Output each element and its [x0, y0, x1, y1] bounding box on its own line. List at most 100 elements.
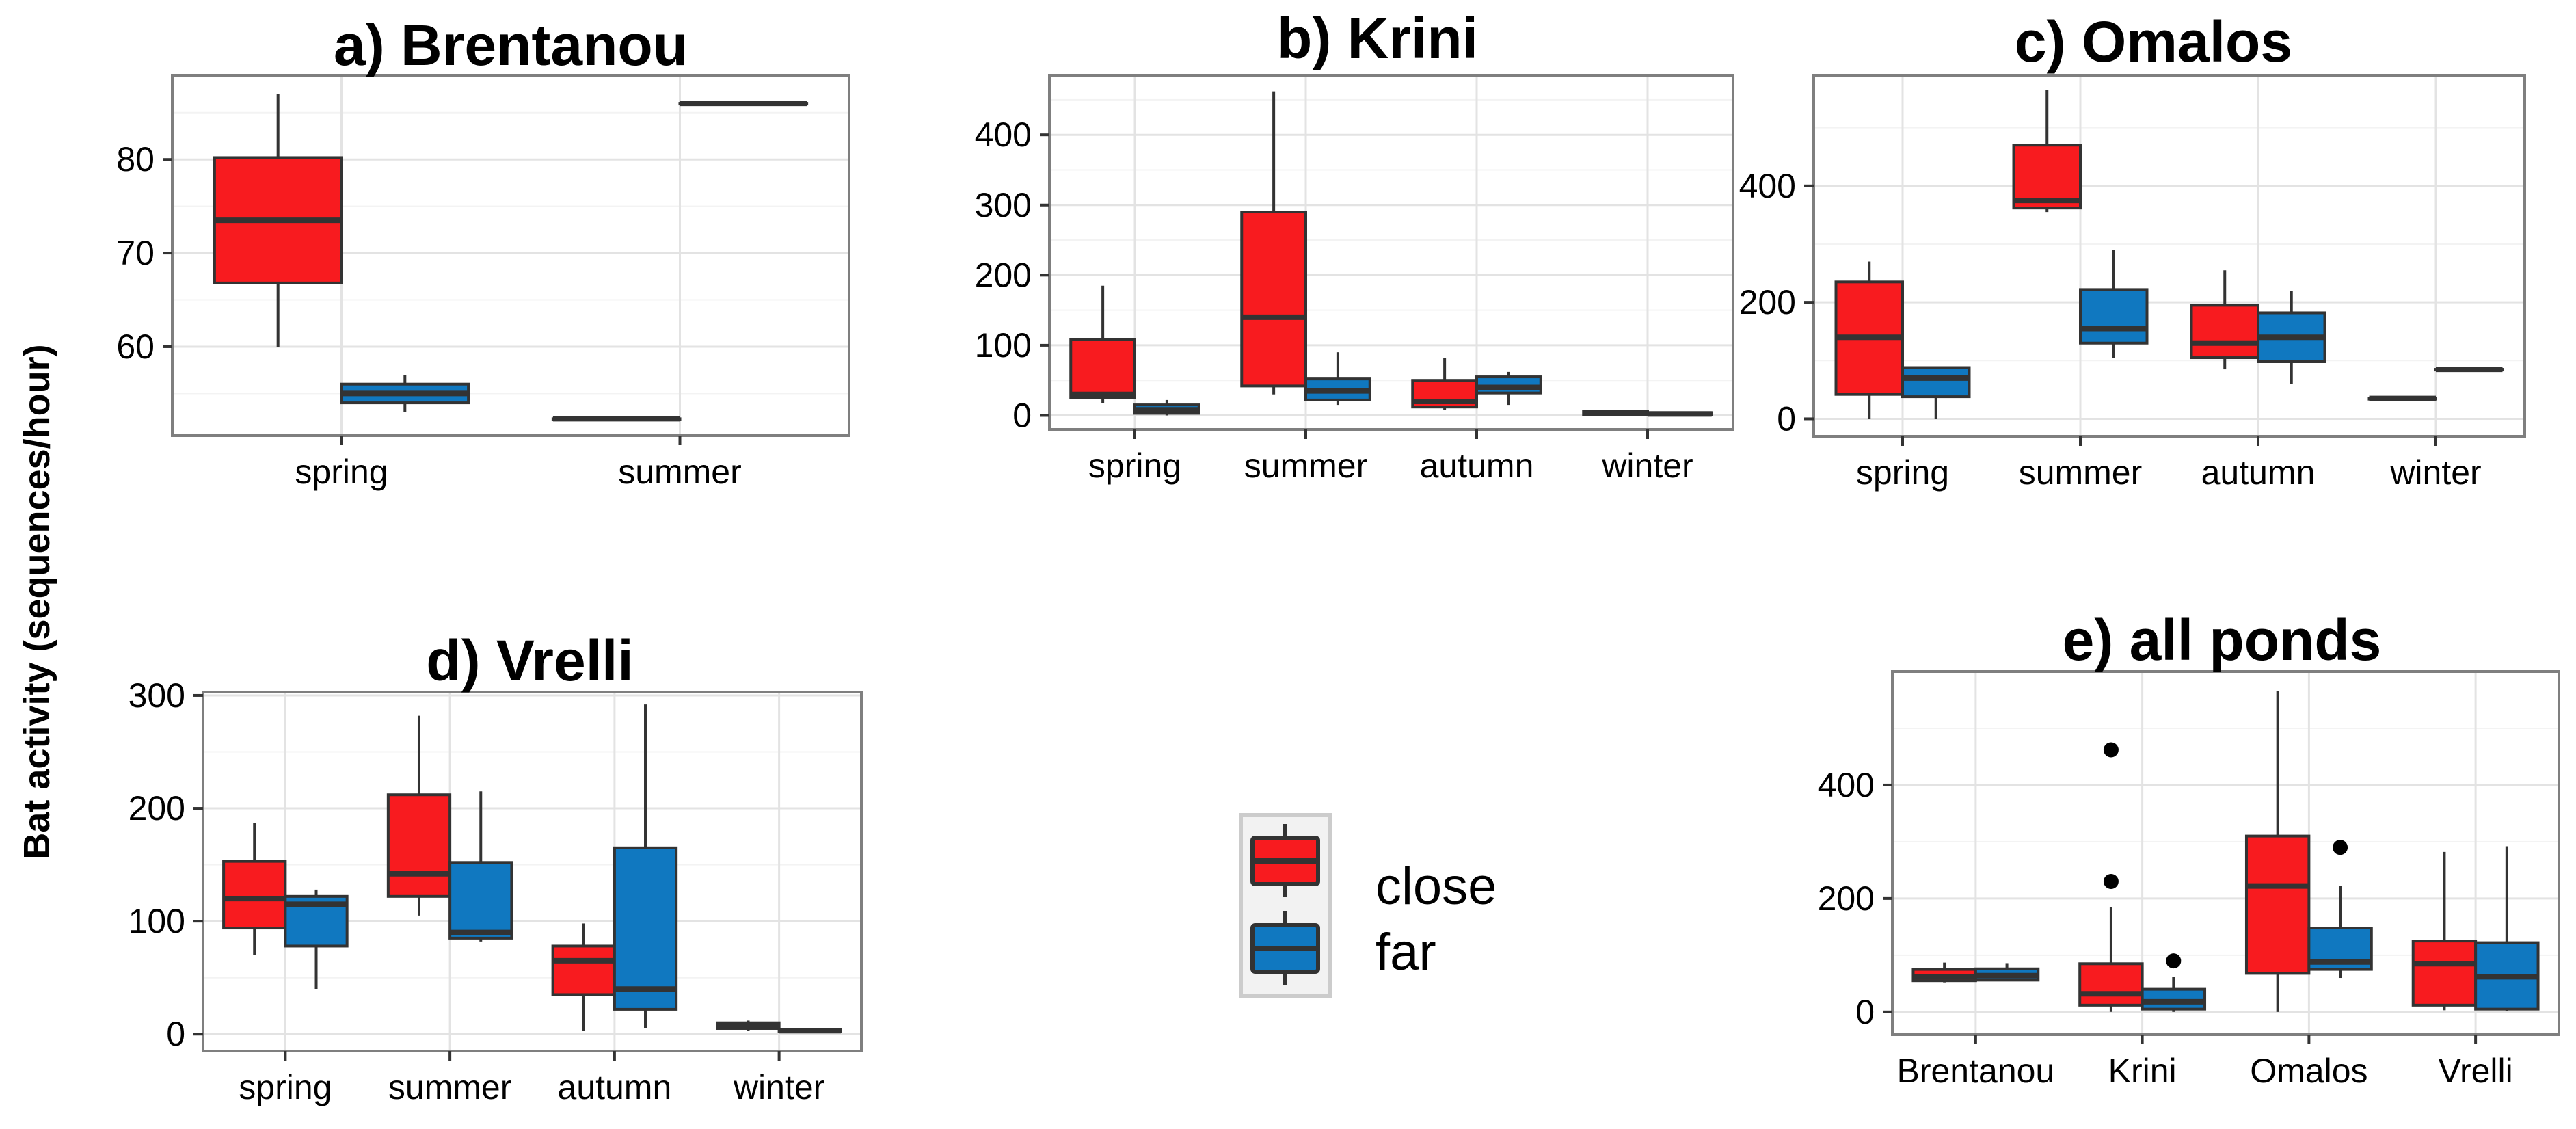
y-tick-label: 200: [1818, 879, 1875, 918]
panel-c-x-axis: spring summer autumn winter: [1856, 436, 2482, 492]
x-tick-label: summer: [618, 453, 742, 491]
y-axis-label: Bat activity (sequences/hour): [16, 344, 57, 859]
panel-c-title: c) Omalos: [2015, 10, 2292, 74]
panel-d-title: d) Vrelli: [426, 628, 633, 693]
y-tick-label: 0: [1012, 396, 1032, 434]
y-tick-label: 60: [116, 328, 155, 366]
box-far-autumn: [1475, 371, 1542, 406]
y-tick-label: 100: [129, 902, 185, 940]
panel-c-y-axis: 0 200 400: [1739, 167, 1814, 438]
box-close-omalos: [2244, 691, 2311, 1012]
box-far-autumn: [613, 704, 678, 1028]
outlier-point: [2333, 840, 2348, 855]
y-tick-label: 100: [975, 326, 1032, 364]
box-far-omalos: [2307, 840, 2373, 979]
y-tick-label: 400: [1818, 766, 1875, 804]
x-tick-label: winter: [2389, 453, 2481, 492]
panel-d-border: [202, 691, 863, 1052]
box-far-summer: [2079, 250, 2149, 358]
panel-a-y-axis: 60 70 80: [116, 140, 172, 366]
panel-d-background: [203, 692, 861, 1051]
panel-a-border: [171, 74, 850, 437]
y-tick-label: 0: [1777, 399, 1796, 438]
y-tick-label: 300: [129, 676, 185, 715]
box-close-spring: [1069, 285, 1136, 403]
x-tick-label: summer: [1244, 447, 1368, 485]
panel-b-y-axis: 0 100 200 300 400: [975, 116, 1049, 434]
box-iqr: [448, 861, 513, 940]
y-tick-label: 200: [129, 789, 185, 827]
x-tick-label: autumn: [557, 1068, 671, 1106]
legend-key-far: [1250, 911, 1320, 985]
box-far-spring: [1133, 399, 1200, 416]
box-iqr: [2411, 940, 2478, 1007]
panel-b-title: b) Krini: [1277, 6, 1478, 70]
y-tick-label: 0: [1855, 993, 1875, 1031]
box-iqr: [1240, 211, 1307, 388]
x-tick-label: autumn: [1420, 447, 1534, 485]
panel-e-title: e) all ponds: [2063, 608, 2382, 672]
panel-a-boxes: [213, 94, 809, 422]
box-far-spring: [284, 889, 349, 989]
panel-b-x-axis: spring summer autumn winter: [1088, 429, 1693, 485]
outlier-point: [2103, 873, 2119, 889]
panel-d-y-axis: 0 100 200 300: [129, 676, 203, 1053]
x-tick-label: winter: [1601, 447, 1693, 485]
y-tick-label: 400: [975, 116, 1032, 154]
box-iqr: [2012, 144, 2082, 210]
panel-e-grid: [1892, 672, 2559, 1035]
panel-d-boxes: [222, 704, 842, 1034]
x-tick-label: Vrelli: [2438, 1052, 2512, 1090]
legend-key-close: [1250, 824, 1320, 897]
box-close-winter: [716, 1020, 781, 1031]
x-tick-label: spring: [239, 1068, 332, 1106]
box-far-winter: [2434, 367, 2504, 373]
y-tick-label: 70: [116, 234, 155, 272]
x-tick-label: Krini: [2108, 1052, 2177, 1090]
panel-a-x-axis: spring summer: [295, 436, 742, 491]
box-close-spring: [222, 823, 287, 955]
box-close-autumn: [551, 923, 616, 1031]
panel-e-x-axis: Brentanou Krini Omalos Vrelli: [1897, 1035, 2513, 1090]
panel-a-title: a) Brentanou: [334, 13, 688, 77]
box-iqr: [2190, 304, 2259, 360]
box-far-spring: [1901, 366, 1971, 419]
box-far-vrelli: [2474, 846, 2540, 1011]
panel-b-boxes: [1069, 91, 1713, 417]
box-far-summer: [1304, 352, 1371, 406]
panel-e: 0 200 400 Brentanou Krini Omalos Vrelli e) al…: [1818, 608, 2560, 1090]
y-tick-label: 80: [116, 140, 155, 178]
panel-a: 60 70 80 spring summer a) Brentanou: [116, 13, 850, 491]
box-close-summer: [386, 715, 452, 916]
x-tick-label: summer: [2019, 453, 2143, 492]
x-tick-label: spring: [295, 453, 388, 491]
panel-e-boxes: [1911, 691, 2540, 1012]
box-close-summer: [2012, 90, 2082, 213]
y-tick-label: 400: [1739, 167, 1796, 205]
box-close-winter: [1582, 410, 1649, 416]
box-iqr: [613, 846, 678, 1011]
box-close-krini: [2078, 742, 2144, 1012]
box-iqr: [2078, 962, 2144, 1007]
box-close-spring: [1834, 261, 1904, 419]
x-tick-label: autumn: [2201, 453, 2316, 492]
outlier-point: [2103, 742, 2119, 758]
x-tick-label: spring: [1856, 453, 1949, 492]
x-tick-label: Omalos: [2250, 1052, 2367, 1090]
box-iqr: [386, 793, 452, 898]
box-far-spring: [340, 375, 470, 412]
box-iqr: [1901, 366, 1971, 399]
box-iqr: [551, 944, 616, 996]
panel-b: 0 100 200 300 400 spring summer autumn winter b…: [975, 6, 1734, 485]
panel-c-boxes: [1834, 90, 2504, 419]
box-iqr: [2079, 288, 2149, 345]
panel-e-border: [1891, 670, 2560, 1036]
panel-c-border: [1812, 74, 2526, 438]
box-close-autumn: [2190, 270, 2259, 370]
panel-e-y-axis: 0 200 400: [1818, 766, 1892, 1031]
legend-label-far: far: [1376, 923, 1436, 981]
x-tick-label: winter: [733, 1068, 824, 1106]
y-tick-label: 0: [166, 1015, 185, 1053]
y-tick-label: 200: [1739, 283, 1796, 321]
